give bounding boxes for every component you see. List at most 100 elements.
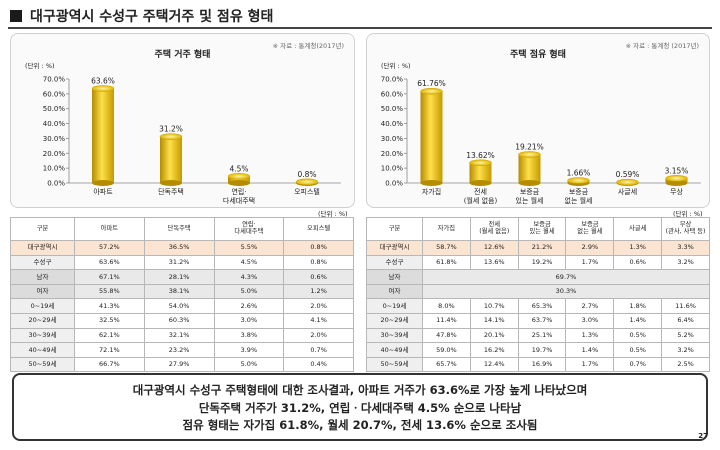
table-row: 20~29세 11.4% 14.1% 63.7% 3.0% 1.4% 6.4%: [366, 312, 710, 329]
table-cell: 1.7%: [565, 254, 615, 271]
table-cell: 41.3%: [74, 298, 145, 314]
table-cell: 55.8%: [74, 283, 145, 300]
x-tick-label: 보증금: [520, 188, 540, 196]
y-tick-label: 20.0%: [381, 150, 404, 158]
chart-title: 주택 점유 형태: [510, 50, 566, 60]
table-cell: 3.3%: [661, 240, 710, 256]
table-row: 남자 69.7%: [366, 269, 710, 285]
table-row: 50~59세 65.7% 12.4% 16.9% 1.7% 0.7% 2.5%: [366, 356, 710, 373]
x-tick-label: 아파트: [93, 187, 113, 196]
table-cell: 0.8%: [283, 240, 354, 256]
row-header: 대구광역시: [10, 240, 75, 256]
table-cell: 67.1%: [74, 269, 145, 285]
summary-box: 대구광역시 수성구 주택형태에 대한 조사결과, 아파트 거주가 63.6%로 …: [12, 373, 708, 441]
bar: [616, 178, 639, 186]
bar: [420, 87, 443, 186]
table-cell: 2.9%: [565, 240, 615, 256]
y-tick-label: 50.0%: [381, 105, 404, 113]
table-cell: 63.7%: [517, 312, 567, 329]
data-label: 31.2%: [159, 125, 183, 134]
table-cell: 65.3%: [517, 298, 567, 314]
table-cell: 62.1%: [74, 327, 145, 344]
table-cell: 21.2%: [517, 240, 567, 256]
y-tick-label: 30.0%: [43, 135, 66, 143]
y-tick-label: 40.0%: [381, 120, 404, 128]
table-cell: 1.3%: [613, 240, 663, 256]
column-header: 단독주택: [143, 217, 215, 241]
row-header: 30~39세: [366, 327, 423, 344]
data-label: 3.15%: [665, 166, 689, 175]
y-tick-label: 50.0%: [43, 105, 66, 113]
page-number: 27: [698, 432, 708, 440]
table-row: 남자 67.1% 28.1% 4.3% 0.6%: [10, 269, 354, 285]
table-cell: 65.7%: [422, 356, 471, 373]
table-cell: 3.2%: [661, 342, 710, 358]
table-cell: 0.5%: [613, 327, 663, 344]
summary-line: 단독주택 거주가 31.2%, 연립ㆍ다세대주택 4.5% 순으로 나타남: [198, 400, 522, 415]
table-cell: 3.2%: [661, 254, 710, 271]
table-cell: 60.3%: [143, 312, 215, 329]
chart-source: ※ 자료 : 통계청 (2017년): [625, 42, 699, 50]
data-label: 0.59%: [616, 170, 640, 179]
data-label: 63.6%: [91, 77, 115, 86]
data-label: 13.62%: [466, 151, 495, 160]
table-cell: 69.7%: [422, 269, 710, 285]
table-cell: 54.0%: [143, 298, 215, 314]
table-cell: 5.5%: [213, 240, 285, 256]
table-row: 30~39세 47.8% 20.1% 25.1% 1.3% 0.5% 5.2%: [366, 327, 710, 344]
data-label: 4.5%: [229, 164, 248, 173]
row-header: 남자: [366, 269, 423, 285]
chart-unit: (단위 : %): [381, 62, 411, 70]
table-unit: (단위 : %): [673, 210, 703, 218]
table-row: 여자 30.3%: [366, 283, 710, 300]
row-header: 50~59세: [10, 356, 75, 373]
chart-panel-tenure: 주택 점유 형태 ※ 자료 : 통계청 (2017년) (단위 : %) 0.0…: [366, 33, 710, 208]
column-header: 구분: [10, 217, 75, 241]
table-row: 수성구 63.6% 31.2% 4.5% 0.8%: [10, 254, 354, 271]
table-cell: 2.0%: [283, 298, 354, 314]
x-tick-label: (월세 없음): [464, 196, 498, 205]
title-bullet-icon: [10, 10, 22, 22]
chart-title: 주택 거주 형태: [154, 50, 211, 60]
x-tick-label: 단독주택: [158, 187, 184, 196]
table-cell: 1.4%: [565, 342, 615, 358]
table-row: 20~29세 32.5% 60.3% 3.0% 4.1%: [10, 312, 354, 329]
bar: [665, 175, 688, 186]
x-tick-label: 보증금: [569, 188, 589, 196]
table-cell: 25.1%: [517, 327, 567, 344]
table-row: 대구광역시 58.7% 12.6% 21.2% 2.9% 1.3% 3.3%: [366, 240, 710, 256]
table-cell: 1.3%: [565, 327, 615, 344]
table-cell: 19.2%: [517, 254, 567, 271]
y-tick-label: 70.0%: [43, 76, 66, 84]
table-cell: 12.4%: [469, 356, 519, 373]
bar: [91, 85, 115, 186]
table-cell: 27.9%: [143, 356, 215, 373]
table-cell: 66.7%: [74, 356, 145, 373]
table-cell: 0.7%: [283, 342, 354, 358]
table-row: 0~19세 8.0% 10.7% 65.3% 2.7% 1.8% 11.6%: [366, 298, 710, 314]
table-cell: 0.6%: [613, 254, 663, 271]
chart-source: ※ 자료 : 통계청(2017년): [272, 42, 344, 50]
table-cell: 72.1%: [74, 342, 145, 358]
row-header: 0~19세: [10, 298, 75, 314]
table-cell: 5.0%: [213, 356, 285, 373]
title-divider: [8, 27, 712, 29]
table-cell: 1.7%: [565, 356, 615, 373]
table-cell: 32.5%: [74, 312, 145, 329]
y-tick-label: 0.0%: [385, 180, 403, 188]
row-header: 20~29세: [366, 312, 423, 329]
table-unit: (단위 : %): [318, 210, 348, 218]
summary-line: 대구광역시 수성구 주택형태에 대한 조사결과, 아파트 거주가 63.6%로 …: [132, 383, 588, 397]
table-cell: 2.5%: [661, 356, 710, 373]
table-cell: 13.6%: [469, 254, 519, 271]
column-header: 무상 (관사, 사택 등): [661, 217, 710, 241]
table-cell: 11.4%: [422, 312, 471, 329]
table-cell: 47.8%: [422, 327, 471, 344]
chart-panel-residence: 주택 거주 형태 ※ 자료 : 통계청(2017년) (단위 : %) 0.0%…: [10, 33, 355, 208]
table-cell: 0.6%: [283, 269, 354, 285]
table-cell: 20.1%: [469, 327, 519, 344]
x-tick-label: 자가집: [422, 187, 441, 196]
y-tick-label: 30.0%: [381, 135, 404, 143]
data-label: 19.21%: [515, 142, 544, 151]
